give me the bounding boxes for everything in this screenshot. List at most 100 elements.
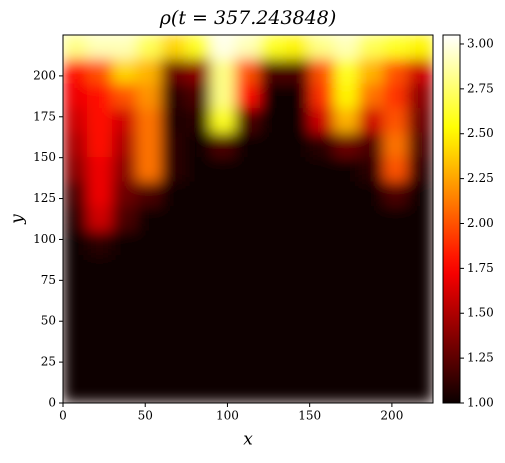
heatmap-cell — [383, 83, 409, 110]
heatmap-cell — [284, 255, 311, 281]
heatmap-cell — [235, 304, 261, 330]
y-tick-label: 175 — [33, 109, 56, 123]
heatmap-cell — [111, 279, 138, 306]
heatmap-cell — [111, 230, 138, 257]
heatmap-cell — [358, 377, 385, 403]
heatmap-cell — [87, 35, 113, 61]
heatmap-cell — [235, 35, 261, 61]
colorbar-frame — [442, 34, 461, 404]
heatmap-cell — [87, 230, 113, 257]
y-tick-label: 0 — [48, 396, 56, 410]
heatmap-cell — [63, 157, 89, 183]
heatmap-cell — [87, 279, 113, 306]
heatmap-cell — [161, 279, 187, 306]
heatmap-cell — [284, 35, 311, 61]
heatmap-cell — [383, 108, 409, 134]
heatmap-cell — [259, 157, 286, 183]
heatmap-cell — [333, 377, 360, 403]
heatmap-cell — [63, 328, 89, 355]
heatmap-cell — [309, 230, 335, 257]
y-tick-label: 50 — [41, 314, 56, 328]
colorbar-tick-label: 1.50 — [467, 306, 494, 320]
heatmap-cell — [309, 132, 335, 159]
heatmap-cell — [383, 255, 409, 281]
heatmap-cell — [284, 279, 311, 306]
heatmap-cell — [407, 353, 433, 379]
heatmap-cell — [136, 157, 163, 183]
heatmap-cell — [309, 83, 335, 110]
heatmap-cell — [383, 35, 409, 61]
x-tick-label: 50 — [138, 409, 153, 423]
heatmap-cell — [185, 377, 212, 403]
heatmap-cell — [136, 181, 163, 208]
heatmap-cell — [136, 132, 163, 159]
heatmap-cell — [358, 35, 385, 61]
heatmap-cell — [161, 353, 187, 379]
heatmap-cell — [210, 304, 237, 330]
heatmap-cell — [161, 132, 187, 159]
heatmap-cell — [407, 255, 433, 281]
heatmap-cell — [87, 181, 113, 208]
heatmap-cell — [259, 304, 286, 330]
y-tick-label: 25 — [41, 355, 56, 369]
y-tick-label: 100 — [33, 232, 56, 246]
heatmap-cell — [161, 328, 187, 355]
heatmap-cell — [136, 304, 163, 330]
heatmap-cell — [259, 230, 286, 257]
heatmap-cell — [383, 230, 409, 257]
heatmap-cell — [185, 108, 212, 134]
heatmap-cell — [284, 304, 311, 330]
x-tick-label: 200 — [380, 409, 403, 423]
heatmap-cell — [383, 328, 409, 355]
heatmap-cell — [87, 108, 113, 134]
y-tick-label: 150 — [33, 150, 56, 164]
y-tick-label: 125 — [33, 191, 56, 205]
heatmap-cell — [161, 255, 187, 281]
heatmap-cell — [161, 206, 187, 232]
heatmap-cell — [87, 59, 113, 85]
heatmap-cell — [161, 377, 187, 403]
heatmap-cell — [136, 377, 163, 403]
heatmap-cell — [63, 304, 89, 330]
heatmap-cell — [383, 304, 409, 330]
heatmap-cell — [383, 157, 409, 183]
heatmap-cell — [136, 83, 163, 110]
heatmap-cell — [235, 108, 261, 134]
heatmap-cell — [407, 83, 433, 110]
heatmap-cell — [284, 59, 311, 85]
heatmap-cell — [407, 35, 433, 61]
heatmap-cell — [111, 132, 138, 159]
heatmap-cell — [407, 157, 433, 183]
heatmap-cell — [358, 83, 385, 110]
heatmap-cell — [259, 328, 286, 355]
heatmap-cell — [259, 279, 286, 306]
heatmap-cell — [284, 377, 311, 403]
heatmap-cell — [136, 353, 163, 379]
y-tick-label: 75 — [41, 273, 56, 287]
x-tick-label: 150 — [298, 409, 321, 423]
heatmap-cell — [309, 108, 335, 134]
heatmap-cell — [309, 353, 335, 379]
y-tick-label: 200 — [33, 68, 56, 82]
heatmap-cell — [161, 83, 187, 110]
heatmap-cell — [210, 328, 237, 355]
heatmap-cell — [161, 108, 187, 134]
heatmap-cell — [161, 304, 187, 330]
heatmap-cell — [333, 206, 360, 232]
heatmap-cell — [87, 132, 113, 159]
heatmap-cell — [136, 230, 163, 257]
heatmap-cell — [383, 377, 409, 403]
heatmap-cell — [136, 59, 163, 85]
colorbar-tick-label: 1.25 — [467, 351, 494, 365]
heatmap-cell — [235, 59, 261, 85]
heatmap-cell — [284, 206, 311, 232]
heatmap-cell — [63, 206, 89, 232]
heatmap-cell — [235, 328, 261, 355]
colorbar-tick-label: 2.50 — [467, 126, 494, 140]
plot-frame — [62, 34, 434, 404]
heatmap-cell — [185, 181, 212, 208]
heatmap-cell — [358, 353, 385, 379]
heatmap-cell — [333, 279, 360, 306]
heatmap-cell — [309, 206, 335, 232]
heatmap-cell — [161, 181, 187, 208]
